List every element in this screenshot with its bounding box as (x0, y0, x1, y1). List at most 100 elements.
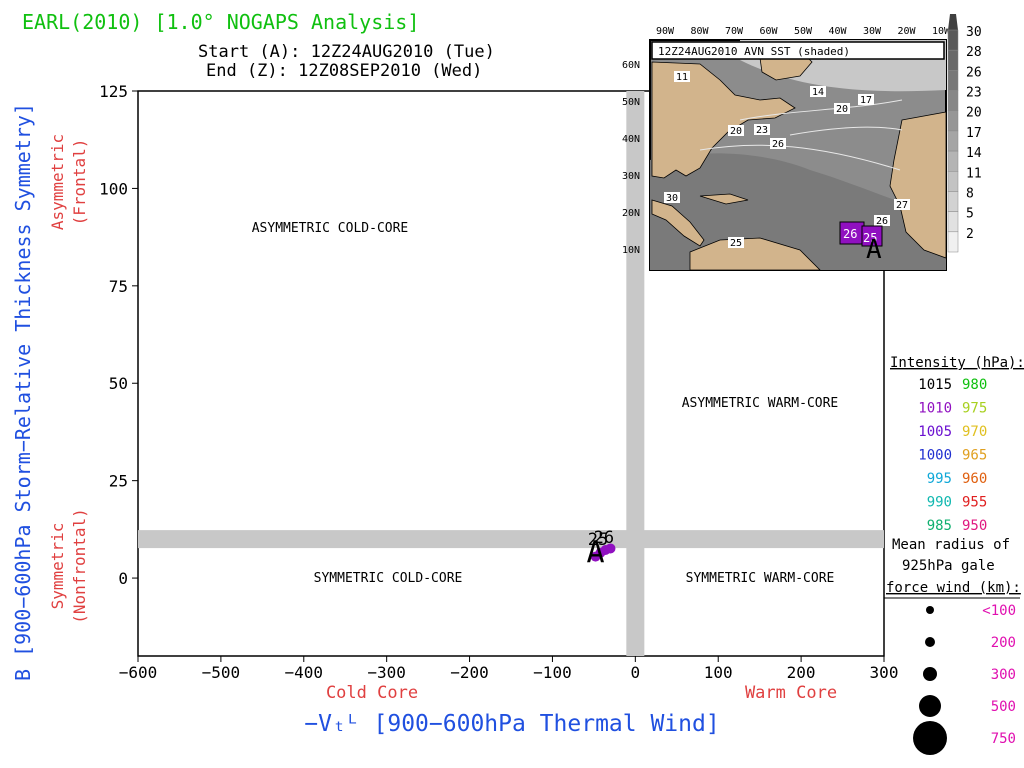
quadrant-lower-right: SYMMETRIC WARM-CORE (686, 571, 835, 586)
intensity-legend-right: 965 (962, 448, 987, 464)
colorbar-segment (947, 29, 959, 51)
x-tick-label: −300 (367, 663, 406, 682)
quadrant-upper-left: ASYMMETRIC COLD-CORE (252, 221, 409, 236)
colorbar-segment (947, 90, 959, 111)
intensity-legend-left: 1010 (918, 401, 952, 417)
inset-longitude-label: 50W (794, 26, 813, 37)
colorbar-segment (947, 110, 959, 132)
colorbar-arrow-top (948, 14, 958, 30)
y-sub-label-upper-1: Asymmetric (48, 134, 67, 230)
inset-contour-label-bg (728, 125, 744, 136)
inset-longitude-label: 20W (898, 26, 917, 37)
x-tick-label: 300 (870, 663, 899, 682)
colorbar-segment (947, 49, 959, 71)
track-point (605, 543, 616, 554)
inset-latitude-label: 60N (622, 60, 640, 71)
inset-latitude-labels: 60N 50N 40N 30N 20N 10N (622, 60, 640, 256)
inset-contour-labels: 11 14 20 17 20 23 26 30 27 26 25 (664, 71, 910, 249)
radius-legend-dot (925, 637, 935, 647)
inset-contour-label: 20 (730, 126, 742, 137)
x-tick-label: −500 (202, 663, 241, 682)
inset-land-south-america (689, 237, 821, 271)
radius-legend-dot (926, 606, 934, 614)
intensity-legend-left: 985 (927, 518, 952, 534)
track-marker-label: A (587, 535, 605, 570)
end-time: End (Z): 12Z08SEP2010 (Wed) (206, 61, 482, 81)
inset-contour-label: 25 (730, 238, 742, 249)
inset-land-africa (889, 111, 947, 259)
radius-legend-label: 500 (991, 699, 1016, 715)
inset-land-central-america (651, 199, 705, 247)
radius-legend-dot (919, 695, 941, 717)
inset-contour-label: 23 (756, 125, 768, 136)
y-axis-ticks: 0 25 50 75 100 125 (99, 82, 138, 588)
radius-legend-rows: <100 200 300 500 750 (913, 603, 1016, 755)
x-tick-label: −200 (450, 663, 489, 682)
intensity-legend-left: 1000 (918, 448, 952, 464)
vertical-reference-band (626, 91, 645, 656)
inset-latitude-label: 50N (622, 97, 640, 108)
colorbar-label: 28 (966, 45, 982, 60)
inset-storm-box-2 (861, 225, 883, 247)
colorbar-label: 5 (966, 207, 974, 222)
x-axis-ticks: −600 −500 −400 −300 −200 −100 0 100 200 300 (119, 656, 899, 682)
y-axis-label: B [900−600hPa Storm−Relative Thickness S… (11, 103, 35, 681)
x-tick-label: 0 (631, 663, 641, 682)
intensity-legend-right: 980 (962, 377, 987, 393)
inset-longitude-labels: 90W 80W 70W 60W 50W 40W 30W 20W 10W (656, 26, 951, 37)
start-time: Start (A): 12Z24AUG2010 (Tue) (198, 42, 495, 62)
colorbar-segment (947, 171, 959, 192)
inset-contour-label: 14 (812, 87, 824, 98)
inset-longitude-label: 70W (725, 26, 744, 37)
inset-contour-label-bg (894, 199, 910, 210)
inset-longitude-label: 30W (863, 26, 882, 37)
colorbar-segment (947, 211, 959, 233)
inset-contour-label: 27 (896, 200, 908, 211)
intensity-legend-right: 970 (962, 424, 987, 440)
radius-legend-dot (913, 721, 947, 755)
colorbar-label: 17 (966, 126, 982, 141)
inset-contour-label-bg (674, 71, 690, 82)
x-axis-label: −Vₜᴸ [900−600hPa Thermal Wind] (304, 711, 719, 737)
inset-storm-marker: 26 25 A (839, 221, 883, 265)
inset-storm-label-1: 26 (843, 227, 857, 241)
intensity-legend-right: 955 (962, 495, 987, 511)
sst-colorbar: 30 28 26 23 20 17 14 11 8 5 2 (947, 14, 982, 253)
radius-legend-label: 200 (991, 635, 1016, 651)
inset-contour-label: 30 (666, 193, 678, 204)
colorbar-segment (947, 150, 959, 172)
sst-inset-map: 12Z24AUG2010 AVN SST (shaded) 90W 80W 70W 6… (622, 26, 951, 271)
intensity-legend-title: Intensity (hPa): (890, 355, 1024, 371)
x-tick-label: −100 (533, 663, 572, 682)
intensity-legend-right: 950 (962, 518, 987, 534)
y-tick-label: 75 (109, 277, 128, 296)
inset-longitude-label: 90W (656, 26, 675, 37)
y-tick-label: 0 (118, 569, 128, 588)
y-tick-label: 50 (109, 374, 128, 393)
inset-contour-label-bg (770, 138, 786, 149)
inset-contour-lines (699, 99, 903, 171)
track-marker-label: 26 (594, 528, 614, 548)
colorbar-label: 23 (966, 86, 982, 101)
x-sub-label-right: Warm Core (745, 683, 837, 703)
intensity-legend-right: 975 (962, 401, 987, 417)
colorbar-label: 30 (966, 25, 982, 40)
inset-title-box (651, 41, 945, 60)
x-tick-label: −400 (285, 663, 324, 682)
inset-longitude-label: 60W (760, 26, 779, 37)
intensity-legend-right: 960 (962, 471, 987, 487)
colorbar-label: 2 (966, 227, 974, 242)
inset-land-north-america (651, 61, 796, 179)
quadrant-upper-right: ASYMMETRIC WARM-CORE (682, 396, 839, 411)
x-tick-label: −600 (119, 663, 158, 682)
inset-contour-label-bg (834, 103, 850, 114)
inset-latitude-label: 20N (622, 208, 640, 219)
inset-contour-label-bg (754, 124, 770, 135)
x-sub-label-left: Cold Core (326, 683, 418, 703)
inset-title: 12Z24AUG2010 AVN SST (shaded) (658, 45, 850, 58)
inset-latitude-label: 40N (622, 134, 640, 145)
intensity-legend-left: 990 (927, 495, 952, 511)
